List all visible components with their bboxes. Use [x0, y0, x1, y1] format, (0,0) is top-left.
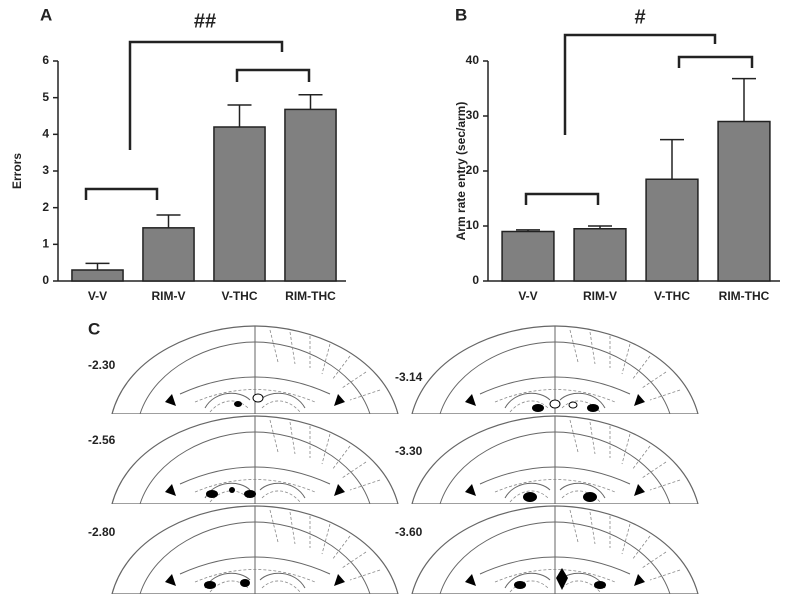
section-label: -2.30: [88, 358, 116, 372]
x-tick-label: RIM-THC: [719, 289, 770, 303]
y-tick-label: 40: [466, 53, 480, 67]
y-tick-label: 1: [42, 237, 49, 251]
annotation: #: [634, 6, 645, 28]
bracket: [235, 68, 311, 82]
section-label: -3.14: [395, 370, 423, 384]
y-tick-label: 5: [42, 90, 49, 104]
y-tick-label: 3: [42, 163, 49, 177]
x-tick-label: V-V: [88, 289, 107, 303]
panel-label: C: [88, 319, 100, 338]
bracket: [84, 187, 159, 200]
lesion-marks: [204, 393, 606, 590]
y-axis-label: Arm rate entry (sec/arm): [454, 102, 468, 241]
bar: [213, 126, 266, 282]
bar: [573, 228, 627, 282]
x-tick-label: RIM-V: [152, 289, 186, 303]
brain-section: [411, 505, 699, 594]
x-tick-label: V-THC: [222, 289, 258, 303]
section-label: -2.80: [88, 525, 116, 539]
bar: [501, 230, 555, 282]
panel-label: A: [40, 5, 52, 24]
x-tick-label: RIM-THC: [285, 289, 336, 303]
section-label: -2.56: [88, 433, 116, 447]
brain-section: [111, 415, 399, 504]
bracket: [677, 55, 754, 68]
x-tick-label: V-V: [518, 289, 537, 303]
bracket: [563, 33, 717, 135]
panel-label: B: [455, 5, 467, 24]
y-tick-label: 20: [466, 163, 480, 177]
x-tick-label: V-THC: [654, 289, 690, 303]
brain-section: [411, 415, 699, 504]
y-tick-label: 0: [42, 273, 49, 287]
y-tick-label: 30: [466, 108, 480, 122]
y-axis-label: Errors: [10, 153, 24, 189]
y-tick-label: 0: [472, 273, 479, 287]
y-tick-label: 10: [466, 218, 480, 232]
section-label: -3.30: [395, 444, 423, 458]
y-tick-label: 2: [42, 200, 49, 214]
section-label: -3.60: [395, 525, 423, 539]
bar: [284, 108, 337, 282]
bar: [142, 227, 195, 282]
y-tick-label: 4: [42, 127, 49, 141]
bracket: [128, 40, 284, 150]
bar: [645, 178, 699, 282]
bracket: [524, 192, 600, 205]
annotation: ##: [194, 10, 216, 32]
brain-section: [111, 505, 399, 594]
bar: [717, 120, 771, 282]
bar: [71, 269, 124, 282]
y-tick-label: 6: [42, 53, 49, 67]
brain-sections: [111, 325, 699, 594]
x-tick-label: RIM-V: [583, 289, 617, 303]
